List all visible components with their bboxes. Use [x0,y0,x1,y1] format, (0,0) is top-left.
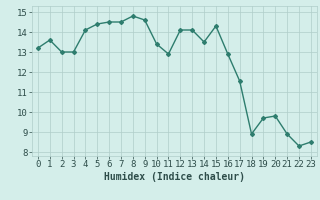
X-axis label: Humidex (Indice chaleur): Humidex (Indice chaleur) [104,172,245,182]
